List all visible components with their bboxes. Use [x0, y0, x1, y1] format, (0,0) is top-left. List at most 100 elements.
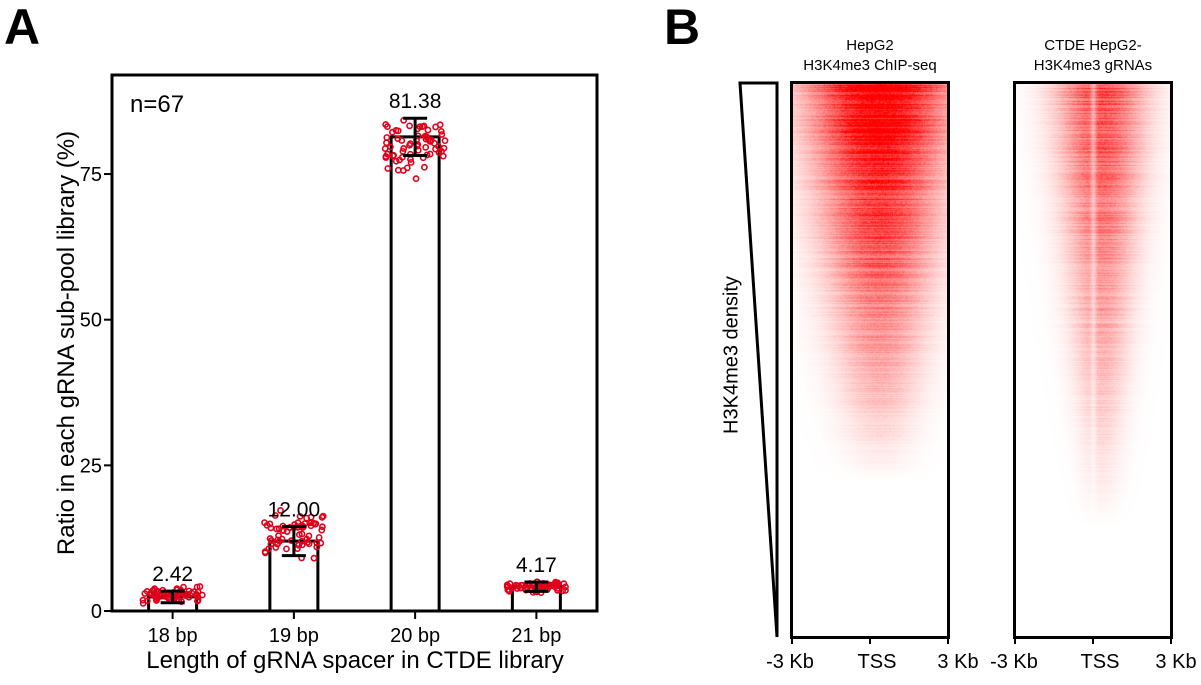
- data-point: [267, 540, 275, 548]
- heatmap-2-title: CTDE HepG2- H3K4me3 gRNAs: [983, 36, 1201, 76]
- data-point: [420, 163, 428, 171]
- data-point: [313, 543, 321, 551]
- data-point: [261, 549, 269, 557]
- data-point: [298, 530, 306, 538]
- data-point: [153, 595, 160, 603]
- data-point: [143, 587, 151, 595]
- data-label: 4.17: [516, 554, 557, 577]
- data-point: [271, 512, 279, 519]
- data-point: [139, 596, 147, 604]
- data-label: 81.38: [389, 90, 442, 113]
- heatmap-2-title-line2: H3K4me3 gRNAs: [1033, 57, 1153, 74]
- data-point: [305, 532, 313, 540]
- data-point: [394, 166, 402, 174]
- data-point: [426, 150, 434, 158]
- plot-frame: [110, 73, 599, 613]
- data-point: [317, 539, 325, 547]
- data-point: [512, 581, 520, 589]
- data-point: [399, 147, 407, 155]
- data-point: [278, 535, 286, 543]
- data-point: [406, 140, 414, 148]
- data-point: [384, 165, 392, 172]
- data-point: [307, 522, 315, 530]
- data-point: [421, 132, 429, 140]
- data-point: [424, 126, 432, 134]
- density-triangle: [738, 81, 779, 638]
- y-axis-label: Ratio in each gRNA sub-pool library (%): [53, 131, 80, 555]
- data-point: [185, 593, 193, 601]
- data-point: [552, 582, 560, 589]
- x-tick-label: 19 bp: [269, 625, 319, 647]
- data-point: [422, 143, 430, 151]
- y-tick-label: 75: [80, 164, 102, 186]
- data-label: 12.00: [268, 499, 321, 522]
- heatmap-2: [1013, 81, 1173, 639]
- data-point: [194, 596, 202, 604]
- data-point: [382, 121, 390, 128]
- heatmap-1-xtick: -3 Kb: [766, 651, 814, 673]
- data-point: [438, 131, 446, 138]
- x-tick-label: 21 bp: [511, 625, 561, 647]
- heatmap-2-xtick: -3 Kb: [990, 651, 1038, 673]
- data-point: [389, 152, 397, 160]
- heatmap-2-canvas: [1016, 84, 1170, 636]
- n-annotation: n=67: [130, 91, 184, 118]
- x-tick-label: 18 bp: [148, 625, 198, 647]
- data-point: [283, 545, 290, 553]
- data-point: [310, 554, 318, 562]
- data-point: [274, 540, 281, 548]
- data-point: [396, 156, 403, 164]
- panel-label-b: B: [664, 0, 701, 55]
- data-point: [190, 588, 198, 596]
- heatmap-x-axes: -3 Kb TSS 3 Kb -3 Kb TSS 3 Kb: [766, 636, 1197, 673]
- data-point: [513, 585, 521, 592]
- data-point: [381, 145, 389, 152]
- panel-label-a: A: [4, 0, 41, 55]
- data-point: [318, 513, 326, 521]
- heatmap-2-xtick: 3 Kb: [1155, 651, 1196, 673]
- heatmap-1-title: HepG2 H3K4me3 ChIP-seq: [760, 36, 980, 76]
- data-point: [438, 147, 445, 155]
- data-point: [420, 122, 428, 130]
- data-point: [436, 121, 444, 129]
- data-point: [382, 154, 390, 161]
- data-point: [383, 139, 390, 147]
- data-point: [298, 541, 306, 549]
- heatmap-1-xtick: TSS: [858, 651, 897, 673]
- data-label: 2.42: [152, 563, 193, 586]
- row-axis-label: H3K4me3 density: [720, 276, 743, 434]
- data-point: [407, 159, 415, 166]
- data-point: [277, 507, 284, 514]
- y-tick-label: 0: [91, 601, 102, 623]
- y-tick-label: 50: [80, 310, 102, 332]
- data-point: [398, 137, 406, 144]
- data-point: [392, 157, 400, 165]
- heatmap-1-xtick: 3 Kb: [937, 651, 978, 673]
- data-point: [412, 175, 420, 183]
- data-point: [562, 586, 569, 594]
- data-point: [430, 139, 438, 147]
- data-point: [315, 534, 323, 541]
- heatmap-2-title-line1: CTDE HepG2-: [1044, 37, 1142, 54]
- x-tick-label: 20 bp: [390, 625, 440, 647]
- data-point: [318, 523, 326, 531]
- data-point: [383, 134, 391, 141]
- data-point: [296, 512, 304, 520]
- data-point: [261, 519, 268, 527]
- data-point: [305, 540, 313, 548]
- x-axis-label: Length of gRNA spacer in CTDE library: [146, 647, 564, 674]
- data-point: [139, 599, 147, 607]
- data-point: [406, 122, 414, 130]
- data-point: [562, 583, 569, 591]
- data-point: [313, 539, 321, 547]
- data-point: [545, 581, 553, 589]
- bar-chart: 2.42 18 bp 12.00 19 bp 81.38 20 bp 4.17 21 bp 0 2…: [53, 73, 599, 674]
- data-point: [268, 537, 275, 544]
- heatmap-2-xtick: TSS: [1081, 651, 1120, 673]
- heatmap-1-canvas: [793, 84, 947, 636]
- data-point: [194, 588, 202, 596]
- density-wedge: [738, 81, 779, 638]
- data-point: [503, 583, 511, 590]
- data-point: [441, 137, 449, 145]
- heatmap-1-title-line2: H3K4me3 ChIP-seq: [803, 57, 937, 74]
